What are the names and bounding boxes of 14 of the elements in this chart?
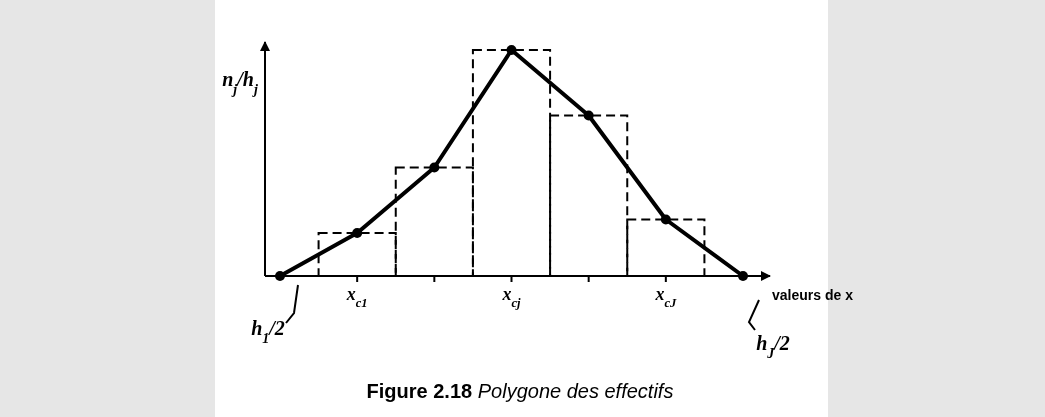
- text: h$_{1}$/2: [251, 317, 285, 346]
- text: h$_{J}$/2: [756, 332, 790, 361]
- point: [429, 162, 440, 173]
- x-tick-label: x$_{cj}$: [501, 284, 522, 310]
- text: Polygone des effectifs: [477, 380, 674, 402]
- x-tick-label: x$_{c1}$: [345, 284, 368, 310]
- x-tick-label: x$_{cJ}$: [654, 284, 677, 310]
- x-axis-title: valeurs de x: [772, 287, 854, 303]
- text: Figure 2.18: [366, 380, 478, 402]
- y-axis-title: n$_{j}$/h$_{j}$: [222, 68, 258, 97]
- point: [352, 228, 363, 239]
- point: [506, 45, 517, 55]
- point: [660, 214, 671, 225]
- point: [583, 110, 594, 121]
